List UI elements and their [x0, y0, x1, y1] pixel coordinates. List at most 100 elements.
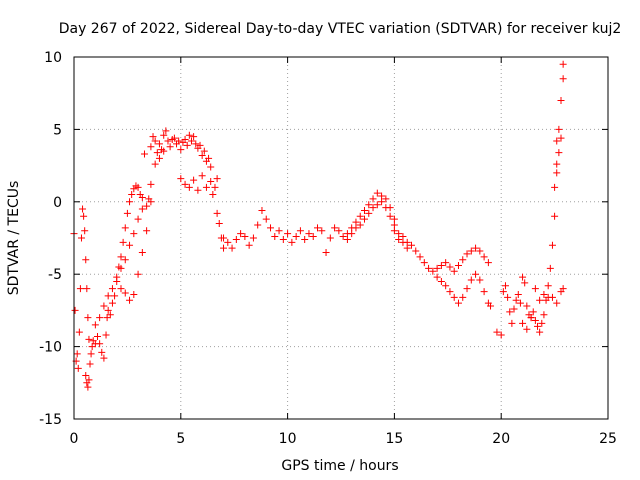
data-point [551, 183, 559, 191]
data-point [71, 306, 79, 314]
data-point [499, 288, 507, 296]
x-tick-label: 20 [492, 431, 510, 447]
data-point [162, 127, 170, 135]
data-point [76, 285, 84, 293]
data-point [262, 215, 270, 223]
data-point [420, 259, 428, 267]
data-point [93, 332, 101, 340]
data-point [254, 221, 262, 229]
data-point [149, 133, 157, 141]
data-point [88, 343, 96, 351]
data-point [117, 285, 125, 293]
data-point [407, 241, 415, 249]
data-point [508, 319, 516, 327]
data-point [386, 212, 394, 220]
data-point [103, 314, 111, 322]
data-point [215, 220, 223, 228]
data-point [425, 264, 433, 272]
data-point [187, 137, 195, 145]
data-point [100, 302, 108, 310]
data-point [220, 234, 228, 242]
data-point [194, 186, 202, 194]
data-point [113, 273, 121, 281]
data-point [459, 293, 467, 301]
data-point [292, 233, 300, 241]
data-point [143, 227, 151, 235]
data-point [480, 253, 488, 261]
data-point [472, 270, 480, 278]
data-point [190, 133, 198, 141]
data-point [213, 175, 221, 183]
data-point [181, 136, 189, 144]
data-point [108, 299, 116, 307]
data-point [544, 282, 552, 290]
data-point [121, 224, 129, 232]
data-point [183, 141, 191, 149]
x-axis-label: GPS time / hours [281, 458, 398, 474]
data-point [536, 328, 544, 336]
data-point [540, 311, 548, 319]
data-point [79, 205, 87, 213]
data-point [519, 273, 527, 281]
data-point [82, 372, 90, 380]
data-point [454, 262, 462, 270]
data-point [480, 288, 488, 296]
data-point [153, 149, 161, 157]
data-point [309, 233, 317, 241]
data-point [497, 331, 505, 339]
data-point [196, 141, 204, 149]
data-point [84, 383, 92, 391]
data-point [540, 290, 548, 298]
data-point [258, 206, 266, 214]
data-point [181, 180, 189, 188]
data-point [516, 299, 524, 307]
data-point [155, 140, 163, 148]
data-point [437, 262, 445, 270]
data-point [85, 335, 93, 343]
data-point [121, 256, 129, 264]
y-axis-ticks: -15 -10 -5 0 5 10 [39, 50, 608, 428]
data-point [104, 306, 112, 314]
data-point [399, 233, 407, 241]
data-point [463, 250, 471, 258]
data-point [200, 147, 208, 155]
data-point [296, 227, 304, 235]
data-point [559, 60, 567, 68]
data-point [267, 224, 275, 232]
data-point [446, 288, 454, 296]
data-point [177, 175, 185, 183]
data-point [305, 230, 313, 238]
data-point [369, 204, 377, 212]
data-point [360, 206, 368, 214]
data-point [111, 292, 119, 300]
data-point [158, 146, 166, 154]
data-point [557, 96, 565, 104]
data-point [373, 201, 381, 209]
data-point [75, 328, 83, 336]
data-point [134, 215, 142, 223]
data-point [429, 267, 437, 275]
data-point [85, 376, 93, 384]
data-point [185, 183, 193, 191]
y-tick-label: 5 [53, 122, 62, 138]
data-point [108, 285, 116, 293]
data-point [450, 293, 458, 301]
data-point [123, 209, 131, 217]
data-point [467, 276, 475, 284]
data-point [378, 198, 386, 206]
data-point [87, 350, 95, 358]
data-point [416, 253, 424, 261]
data-point [382, 204, 390, 212]
data-point [339, 233, 347, 241]
data-point [228, 244, 236, 252]
data-point [288, 238, 296, 246]
data-point [373, 189, 381, 197]
data-point [472, 244, 480, 252]
data-point [365, 209, 373, 217]
data-point [271, 233, 279, 241]
y-tick-label: -15 [39, 412, 62, 428]
data-point [147, 180, 155, 188]
data-point [365, 201, 373, 209]
data-point [555, 149, 563, 157]
data-point [527, 314, 535, 322]
